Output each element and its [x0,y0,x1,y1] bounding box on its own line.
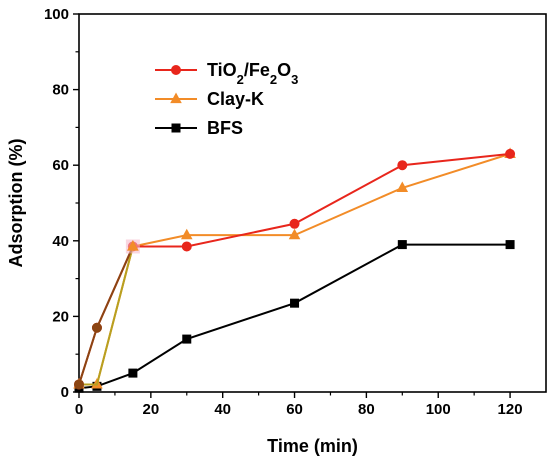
x-tick-label: 20 [143,401,160,418]
data-point [181,241,192,252]
x-tick-label: 100 [426,401,451,418]
legend-entry: Clay-K [155,89,264,109]
series-line [78,243,511,390]
data-point [128,368,138,378]
data-point [397,160,408,171]
x-tick-label: 60 [286,401,303,418]
x-axis-label: Time (min) [267,436,358,456]
legend-marker [171,123,181,133]
series-bfs [74,240,515,393]
y-tick-label: 60 [52,157,69,174]
data-point [180,228,193,240]
data-point [505,148,516,159]
legend-entry: BFS [155,118,243,138]
data-point [182,334,192,344]
plot-frame [78,13,547,393]
y-tick-label: 20 [52,308,69,325]
legend-marker [170,92,182,104]
overlay-point [91,322,102,333]
overlay-segment-brown [74,246,134,390]
y-axis-label: Adsorption (%) [6,139,26,268]
y-tick-label: 0 [61,384,69,401]
series-line [78,152,511,385]
overlay-point [74,379,84,390]
x-tick-label: 80 [358,401,375,418]
y-tick-label: 40 [52,233,69,250]
overlay-line [79,246,134,386]
data-point [396,181,409,192]
data-point [397,240,407,250]
y-tick-label: 80 [52,82,69,99]
y-tick-label: 100 [44,6,69,23]
legend-marker [171,65,181,75]
x-tick-label: 40 [214,401,231,418]
axes: 0 20 40 60 80 100 120 0 20 40 60 80 100 [44,6,547,418]
data-point [289,218,300,229]
data-point [290,298,300,308]
data-point [505,240,515,250]
legend-label: Clay-K [207,89,264,109]
overlay-line [78,246,134,385]
legend-label: TiO2/Fe2O3 [207,60,298,87]
legend-label: BFS [207,118,243,138]
data-point [127,240,139,251]
series-tio2-fe2o3 [74,148,516,390]
overlay-segment-olive [79,246,134,386]
series-layer [73,147,516,393]
series-line [79,152,511,386]
x-tick-label: 120 [498,401,523,418]
series-clay-k [73,147,516,389]
x-tick-label: 0 [75,401,83,418]
data-point [288,228,301,240]
legend-entry: TiO2/Fe2O3 [155,60,298,87]
